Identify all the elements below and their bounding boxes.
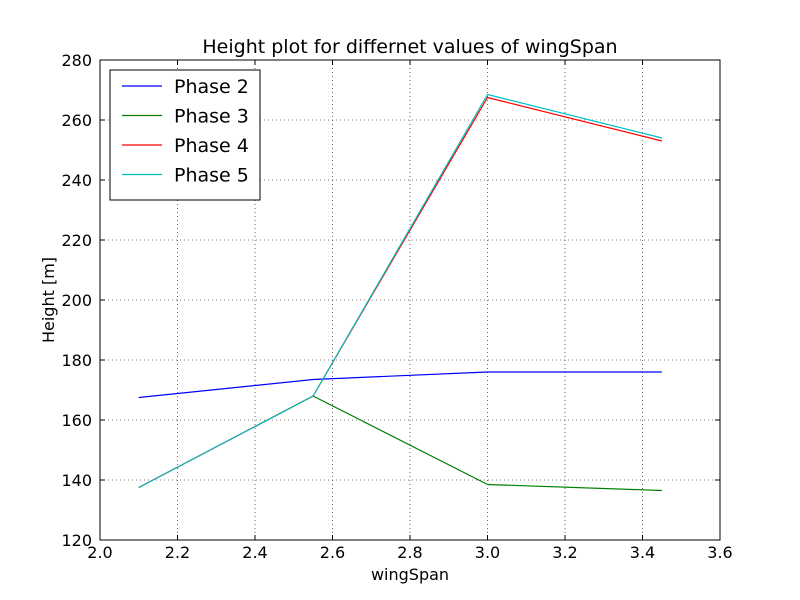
- x-tick-labels: 2.0 2.2 2.4 2.6 2.8 3.0 3.2 3.4 3.6: [87, 543, 732, 562]
- legend-label: Phase 2: [174, 76, 249, 98]
- x-tick-label: 3.0: [475, 543, 500, 562]
- legend: Phase 2 Phase 3 Phase 4 Phase 5: [109, 69, 261, 201]
- series-line-phase-5: [138, 93, 663, 489]
- x-tick-label: 2.6: [320, 543, 345, 562]
- y-tick-label: 140: [61, 471, 92, 490]
- legend-item: Phase 5: [122, 165, 249, 187]
- y-tick-labels: 120 140 160 180 200 220 240 260 280: [61, 51, 92, 550]
- series-line-phase-2: [138, 371, 662, 399]
- legend-box: [109, 69, 261, 201]
- chart-title: Height plot for differnet values of wing…: [202, 36, 617, 58]
- x-tick-label: 2.4: [242, 543, 267, 562]
- legend-item: Phase 4: [122, 135, 249, 157]
- y-tick-label: 180: [61, 351, 92, 370]
- x-tick-label: 2.8: [397, 543, 422, 562]
- y-tick-label: 260: [61, 111, 92, 130]
- y-tick-label: 120: [61, 531, 92, 550]
- x-axis-title: wingSpan: [371, 565, 449, 584]
- y-axis-title: Height [m]: [39, 257, 58, 343]
- x-tick-label: 2.0: [87, 543, 112, 562]
- legend-label: Phase 5: [174, 165, 249, 187]
- x-tick-label: 3.6: [707, 543, 732, 562]
- x-tick-label: 3.2: [552, 543, 577, 562]
- series-layer: [138, 93, 663, 492]
- legend-item: Phase 2: [122, 76, 249, 98]
- legend-label: Phase 3: [174, 106, 249, 128]
- y-tick-label: 240: [61, 171, 92, 190]
- x-tick-label: 2.2: [165, 543, 190, 562]
- legend-item: Phase 3: [122, 106, 249, 128]
- y-tick-label: 280: [61, 51, 92, 70]
- legend-label: Phase 4: [174, 135, 249, 157]
- y-tick-label: 160: [61, 411, 92, 430]
- y-tick-label: 220: [61, 231, 92, 250]
- y-tick-label: 200: [61, 291, 92, 310]
- x-tick-label: 3.4: [630, 543, 655, 562]
- legend-items: Phase 2 Phase 3 Phase 4 Phase 5: [122, 76, 249, 187]
- grid-layer: [100, 60, 720, 540]
- tick-layer: [99, 59, 721, 541]
